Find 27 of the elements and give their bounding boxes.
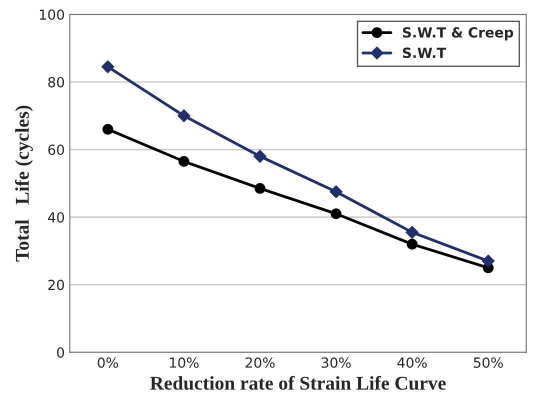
- point: [482, 254, 495, 268]
- point: [254, 150, 266, 163]
- legend-label: S.W.T & Creep: [402, 27, 514, 40]
- x-tick-label: 40%: [397, 357, 427, 368]
- y-tick-label: 60: [48, 144, 64, 156]
- point: [406, 238, 418, 250]
- point: [101, 60, 114, 74]
- point: [178, 109, 190, 122]
- y-tick-label: 80: [48, 76, 64, 88]
- point: [178, 156, 190, 167]
- point: [330, 208, 342, 220]
- point: [406, 226, 419, 239]
- y-tick-label: 20: [48, 280, 64, 290]
- x-tick-label: 20%: [246, 357, 275, 368]
- y-tick-label: 0: [57, 347, 64, 358]
- x-tick-label: 10%: [170, 357, 199, 368]
- x-axis-title: Reduction rate of Strain Life Curve: [150, 376, 446, 390]
- x-tick-label: 50%: [474, 357, 503, 368]
- legend-label: S.W.T: [402, 48, 446, 58]
- point: [102, 124, 114, 135]
- point: [254, 183, 266, 194]
- y-axis-title: Total Life (cycles): [14, 106, 33, 262]
- x-tick-label: 0%: [98, 357, 118, 368]
- x-tick-label: 30%: [322, 357, 351, 368]
- y-tick-label: 100: [40, 9, 64, 20]
- y-tick-label: 40: [48, 212, 64, 223]
- point: [330, 185, 342, 198]
